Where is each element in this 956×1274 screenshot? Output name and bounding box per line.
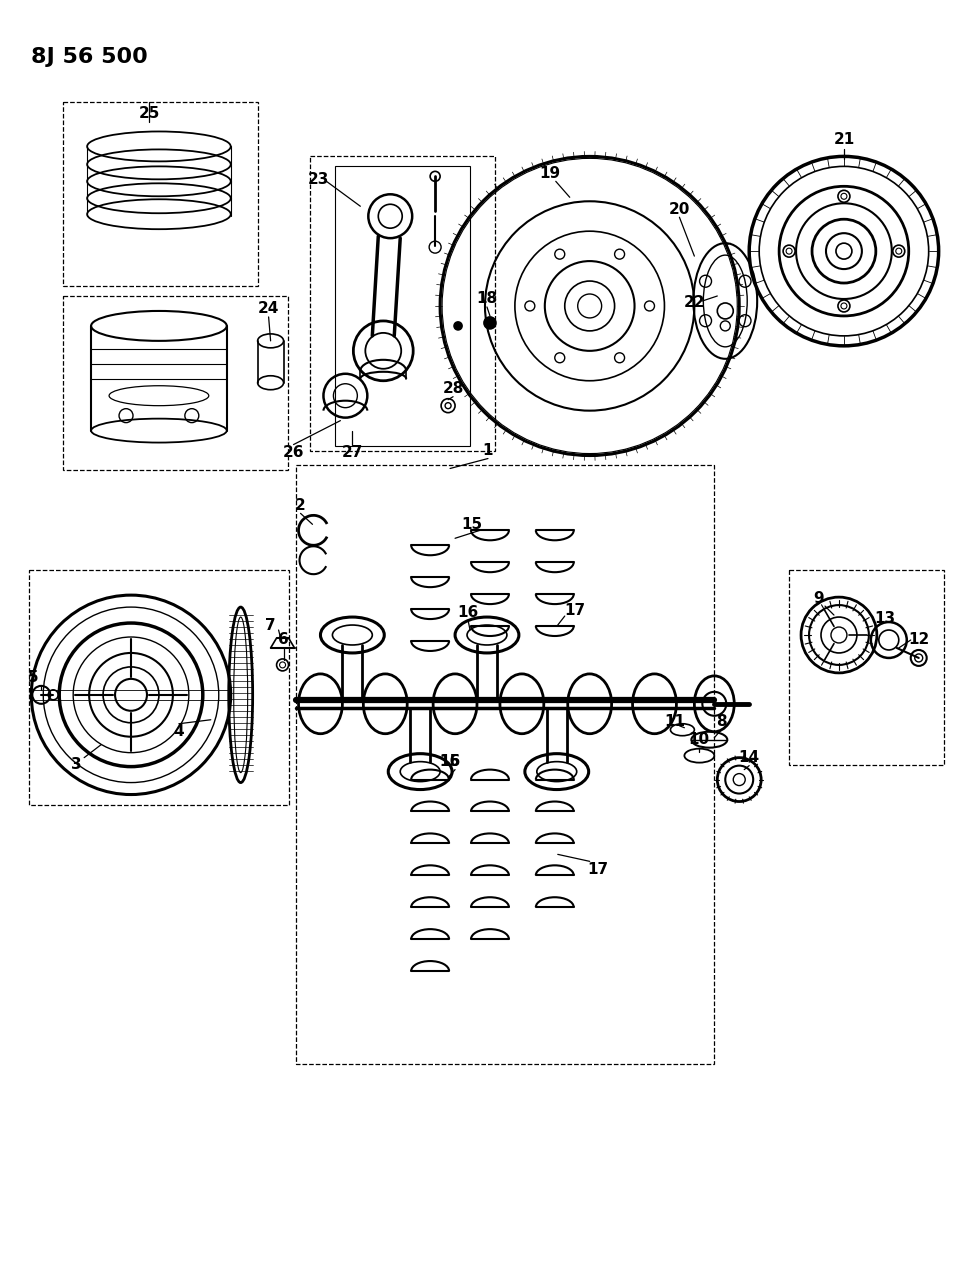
Circle shape <box>484 317 496 329</box>
Bar <box>30 571 289 804</box>
Bar <box>336 167 470 446</box>
Text: 26: 26 <box>283 445 304 460</box>
Bar <box>295 465 714 1064</box>
Text: 8J 56 500: 8J 56 500 <box>32 47 148 66</box>
Text: 27: 27 <box>341 445 363 460</box>
Text: 15: 15 <box>462 517 483 531</box>
Text: 10: 10 <box>688 733 710 747</box>
Text: 3: 3 <box>71 757 81 772</box>
Text: 24: 24 <box>258 302 279 316</box>
Text: 28: 28 <box>443 381 464 396</box>
Text: 21: 21 <box>834 132 855 147</box>
Text: 11: 11 <box>663 715 684 729</box>
Bar <box>63 296 288 470</box>
Text: 9: 9 <box>814 591 824 605</box>
Text: 4: 4 <box>174 724 185 739</box>
Text: 7: 7 <box>266 618 276 632</box>
Text: 17: 17 <box>564 603 585 618</box>
Text: 16: 16 <box>440 754 461 769</box>
Text: 2: 2 <box>295 498 306 513</box>
Text: 19: 19 <box>539 166 560 181</box>
Bar <box>311 157 495 451</box>
Text: 16: 16 <box>457 605 479 619</box>
Text: 15: 15 <box>440 754 461 769</box>
Text: 8: 8 <box>716 715 727 729</box>
Text: 14: 14 <box>739 750 760 766</box>
Text: 22: 22 <box>684 296 706 311</box>
Text: 5: 5 <box>28 670 38 685</box>
Text: 17: 17 <box>587 861 608 877</box>
Text: 23: 23 <box>308 172 329 187</box>
Text: 18: 18 <box>476 292 497 307</box>
Bar <box>789 571 944 764</box>
Text: 6: 6 <box>278 632 289 647</box>
Bar <box>63 102 258 287</box>
Text: 20: 20 <box>669 201 690 217</box>
Text: 12: 12 <box>908 632 929 647</box>
Text: 1: 1 <box>483 443 493 459</box>
Text: 25: 25 <box>139 106 160 121</box>
Text: 13: 13 <box>874 610 896 626</box>
Circle shape <box>454 322 462 330</box>
